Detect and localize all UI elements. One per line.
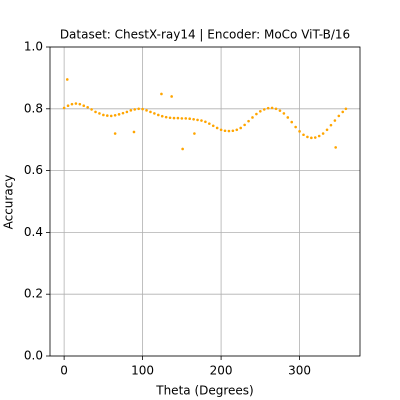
point	[204, 120, 207, 124]
point	[270, 106, 274, 110]
point	[227, 129, 231, 133]
point	[333, 119, 337, 122]
point	[215, 126, 219, 130]
point	[160, 114, 164, 118]
y-tick-label: 0.0	[24, 349, 43, 363]
y-tick-label: 1.0	[24, 40, 43, 54]
point	[235, 128, 239, 132]
point	[266, 106, 270, 110]
point	[334, 146, 337, 149]
point	[145, 109, 148, 112]
point	[180, 117, 184, 120]
point	[317, 134, 321, 138]
y-tick-label: 0.6	[24, 163, 43, 177]
point	[223, 129, 227, 133]
point	[121, 111, 125, 115]
point	[170, 95, 173, 98]
point	[200, 119, 203, 122]
point	[113, 132, 117, 135]
point	[78, 102, 82, 106]
y-tick-label: 0.8	[24, 101, 43, 115]
point	[298, 130, 301, 133]
point	[82, 104, 86, 108]
plot-frame	[49, 46, 361, 357]
point	[153, 112, 156, 115]
point	[133, 108, 137, 111]
point	[219, 128, 223, 132]
point	[294, 125, 297, 129]
point	[157, 113, 160, 117]
point	[90, 108, 93, 111]
point	[231, 129, 235, 133]
point	[211, 124, 215, 128]
point	[132, 130, 136, 134]
point	[286, 116, 290, 119]
point	[102, 113, 105, 117]
point	[337, 114, 341, 118]
y-tick-label: 0.2	[24, 287, 43, 301]
point	[310, 136, 313, 140]
point	[172, 116, 176, 120]
point	[282, 112, 286, 115]
point	[325, 128, 329, 132]
point	[274, 107, 278, 111]
point	[243, 123, 246, 127]
point	[65, 78, 69, 81]
point	[329, 123, 333, 127]
y-axis-label: Accuracy	[2, 175, 16, 230]
point	[129, 109, 133, 112]
point	[164, 115, 168, 119]
point	[66, 104, 70, 108]
x-tick-label: 0	[60, 364, 68, 378]
point	[105, 114, 109, 117]
point	[196, 118, 199, 122]
point	[168, 116, 172, 120]
point	[109, 114, 113, 118]
point	[313, 136, 317, 139]
point	[193, 132, 196, 135]
point	[188, 117, 191, 120]
point	[208, 122, 211, 125]
point	[160, 92, 163, 96]
point	[176, 116, 180, 120]
point	[70, 102, 74, 106]
point	[192, 118, 195, 121]
point	[98, 112, 101, 115]
point	[262, 108, 266, 111]
x-tick-label: 200	[210, 364, 233, 378]
point	[290, 120, 294, 124]
point	[251, 116, 254, 119]
x-tick-label: 100	[131, 364, 154, 378]
point	[306, 135, 309, 139]
point	[62, 106, 66, 110]
y-tick-label: 0.4	[24, 225, 43, 239]
point	[247, 119, 250, 123]
point	[86, 105, 89, 109]
point	[74, 102, 78, 105]
point	[255, 112, 258, 116]
point	[141, 107, 144, 111]
point	[149, 110, 152, 114]
point	[344, 107, 348, 111]
point	[125, 110, 129, 114]
point	[341, 110, 345, 114]
point	[239, 126, 243, 130]
point	[278, 109, 282, 112]
x-tick-label: 300	[288, 364, 311, 378]
point	[181, 147, 184, 151]
point	[302, 133, 305, 137]
point	[94, 110, 97, 114]
point	[259, 109, 262, 113]
chart-title: Dataset: ChestX-ray14 | Encoder: MoCo Vi…	[60, 28, 350, 42]
x-axis-label: Theta (Degrees)	[155, 384, 253, 398]
point	[184, 117, 188, 120]
point	[113, 113, 117, 117]
point	[117, 113, 121, 116]
point	[137, 107, 140, 111]
point	[321, 132, 325, 135]
